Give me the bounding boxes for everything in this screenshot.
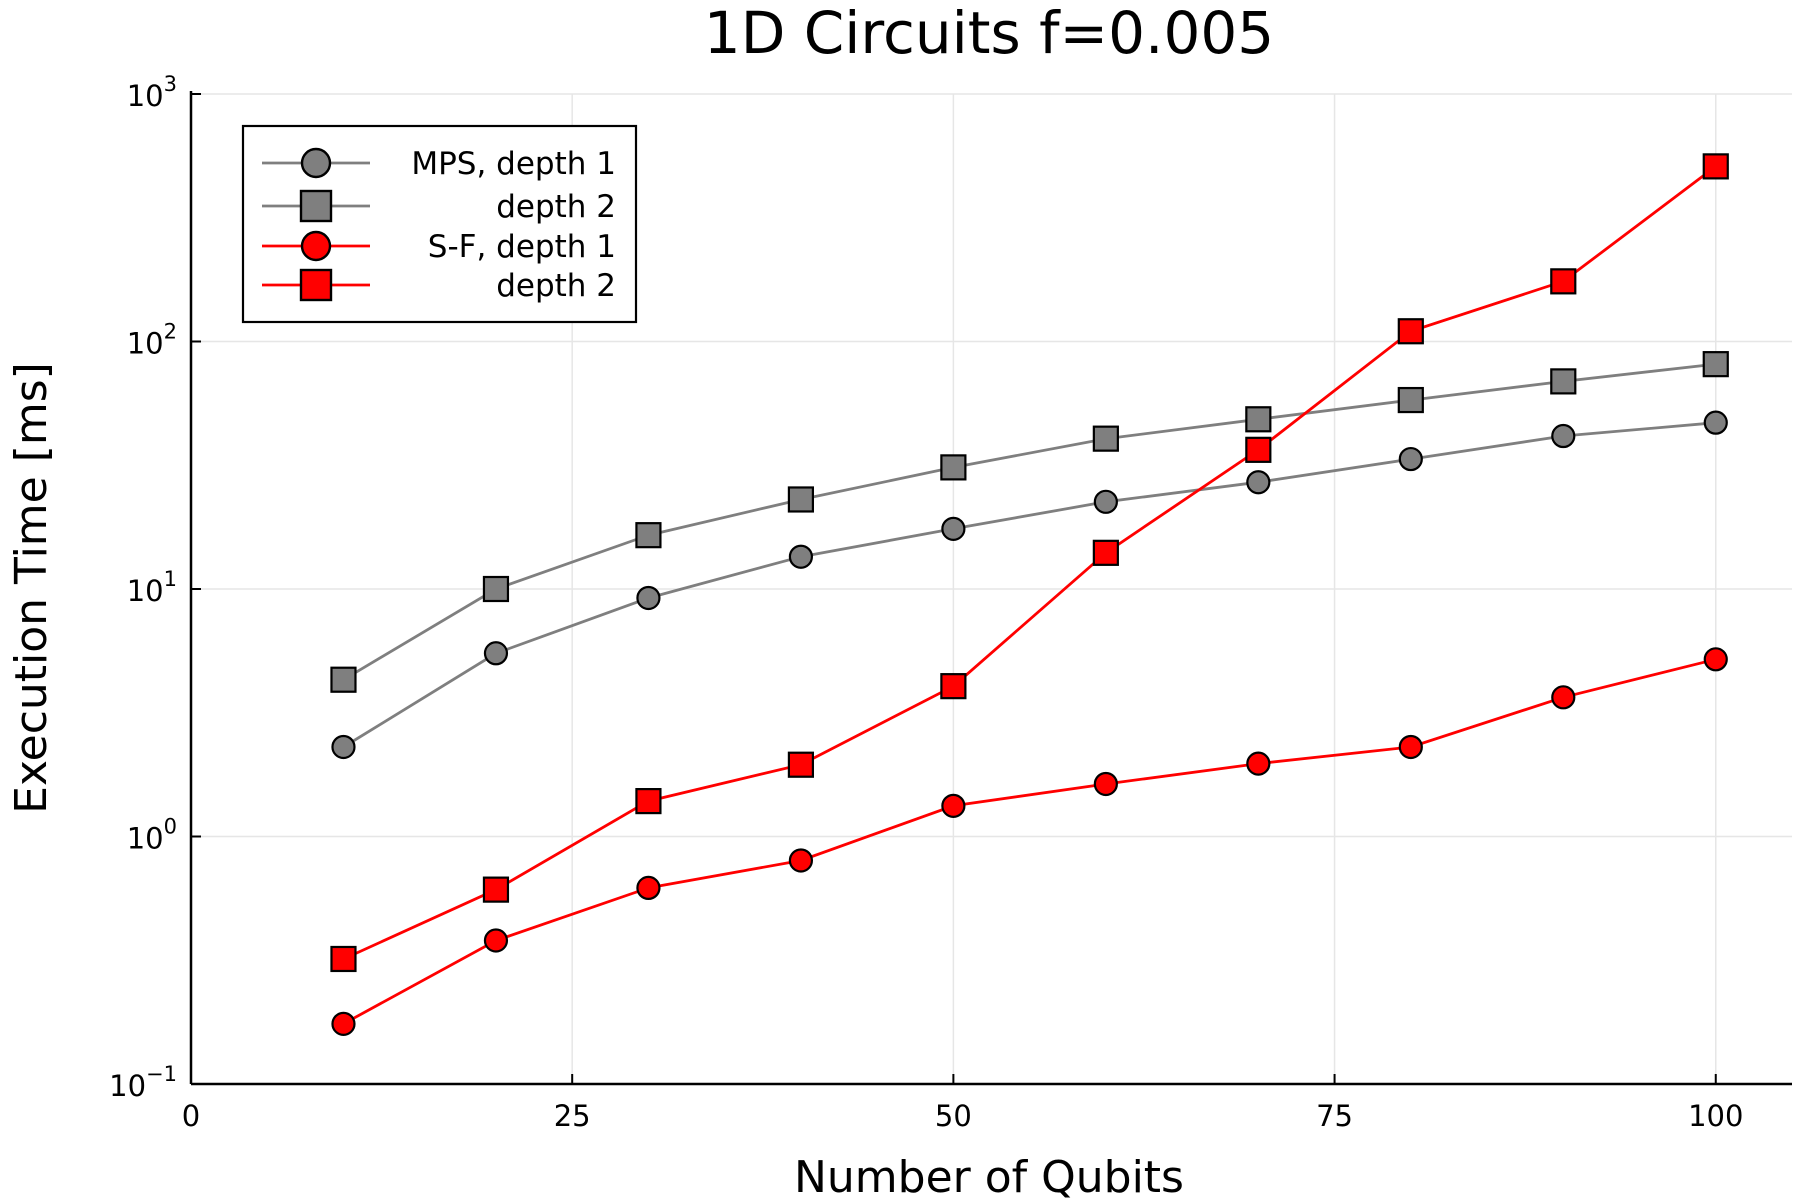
- y-tick-label: 103: [127, 72, 177, 113]
- series-line: [342, 421, 1716, 749]
- x-tick-label: 75: [1316, 1099, 1353, 1133]
- data-point: [483, 928, 509, 953]
- data-point: [482, 575, 510, 603]
- series-line: [342, 165, 1717, 961]
- legend-marker: [299, 268, 333, 302]
- data-point: [1398, 734, 1423, 760]
- data-point: [941, 516, 966, 541]
- data-point: [482, 876, 510, 903]
- y-tick-label: 10−1: [109, 1062, 177, 1103]
- data-point: [1397, 318, 1424, 345]
- legend-marker: [300, 230, 332, 262]
- legend-label: MPS, depth 1: [411, 146, 616, 182]
- data-point: [1246, 470, 1271, 495]
- data-point: [941, 793, 966, 818]
- y-ticks: 10−1 100 101 102 103: [109, 72, 201, 1103]
- data-point: [1703, 647, 1728, 672]
- y-tick-label: 101: [127, 567, 177, 608]
- series-line: [342, 657, 1717, 1026]
- data-point: [330, 945, 357, 973]
- data-point: [330, 666, 357, 693]
- data-point: [1551, 685, 1576, 710]
- data-point: [483, 641, 509, 666]
- x-tick-label: 100: [1688, 1099, 1743, 1133]
- data-point: [635, 522, 662, 549]
- data-point: [1398, 446, 1423, 472]
- series-4: [330, 153, 1729, 973]
- data-point: [940, 673, 967, 700]
- legend-entry: depth 2: [262, 268, 616, 304]
- y-axis-title: Execution Time [ms]: [6, 362, 57, 814]
- data-point: [1550, 268, 1577, 295]
- series-2: [330, 351, 1729, 693]
- chart-title: 1D Circuits f=0.005: [704, 0, 1274, 67]
- data-point: [1551, 423, 1576, 449]
- data-point: [1702, 351, 1729, 378]
- data-point: [331, 734, 356, 760]
- series-3: [331, 647, 1728, 1036]
- x-tick-label: 50: [935, 1099, 972, 1133]
- legend-marker: [299, 189, 333, 223]
- data-point: [331, 1011, 356, 1036]
- legend-marker: [300, 147, 332, 179]
- data-point: [1702, 153, 1729, 180]
- data-point: [788, 848, 814, 873]
- legend-label: depth 2: [496, 189, 616, 225]
- legend-label: S-F, depth 1: [428, 229, 616, 265]
- data-point: [1703, 410, 1728, 435]
- data-point: [636, 875, 661, 900]
- data-point: [636, 585, 661, 611]
- data-point: [1092, 539, 1119, 566]
- data-point: [1245, 436, 1272, 463]
- data-point: [635, 788, 662, 815]
- data-point: [1246, 751, 1271, 776]
- plot-area: [330, 153, 1729, 1036]
- data-point: [788, 544, 814, 569]
- x-tick-label: 0: [182, 1099, 200, 1133]
- data-point: [1245, 406, 1272, 433]
- data-point: [1397, 386, 1424, 414]
- legend-entry: MPS, depth 1: [262, 146, 616, 182]
- data-point: [787, 751, 815, 778]
- data-point: [787, 486, 815, 513]
- data-point: [1092, 425, 1119, 452]
- x-ticks: 0 25 50 75 100: [182, 1074, 1743, 1133]
- x-tick-label: 25: [554, 1099, 591, 1133]
- data-point: [1550, 368, 1577, 395]
- axes: [189, 91, 1792, 1086]
- series-line: [342, 362, 1716, 681]
- data-point: [940, 454, 967, 481]
- legend-label: depth 2: [496, 268, 616, 304]
- legend-entry: S-F, depth 1: [262, 229, 616, 265]
- data-point: [1093, 771, 1118, 797]
- x-axis-title: Number of Qubits: [794, 1152, 1184, 1200]
- y-tick-label: 102: [127, 320, 177, 361]
- legend-entry: depth 2: [262, 189, 616, 225]
- data-point: [1093, 489, 1118, 514]
- series-1: [331, 410, 1728, 760]
- y-tick-label: 100: [127, 815, 177, 856]
